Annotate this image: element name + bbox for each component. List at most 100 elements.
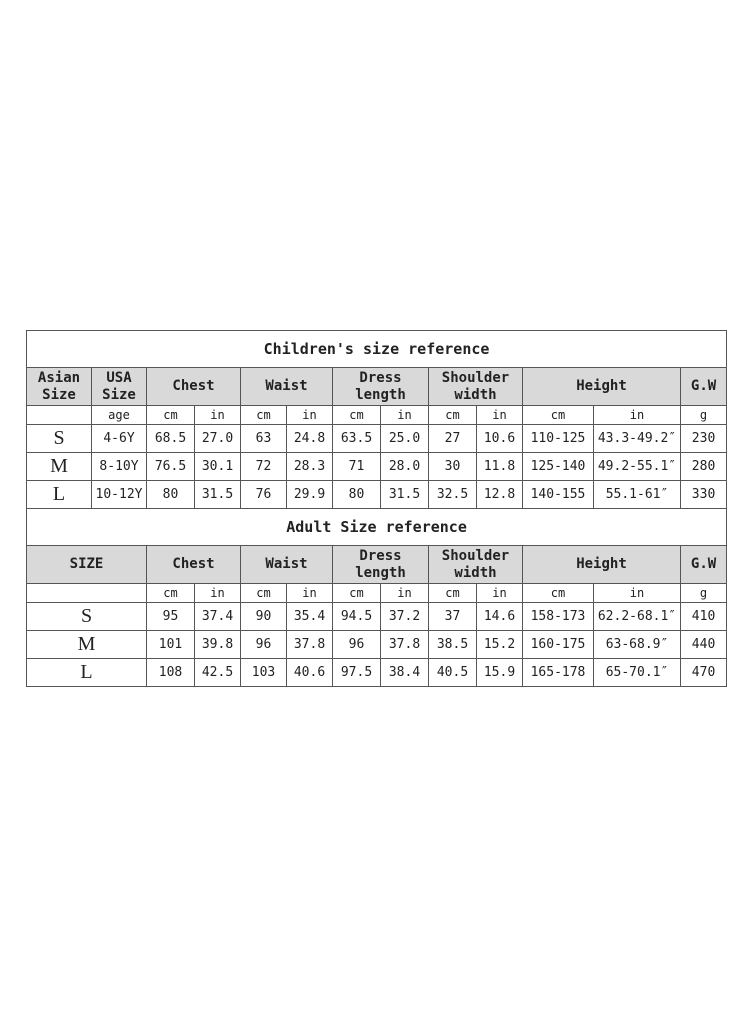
adult-table-title: Adult Size reference [25, 508, 728, 546]
table-cell: S [26, 602, 147, 631]
table-cell: 76 [240, 480, 287, 509]
table-cell: 10.6 [476, 424, 523, 453]
table-cell: 37 [428, 602, 477, 631]
table-cell: M [26, 630, 147, 659]
table-cell: cm [240, 405, 287, 425]
table-cell: in [194, 583, 241, 603]
table-cell: 330 [679, 480, 728, 509]
table-cell: 63-68.9″ [593, 630, 681, 659]
table-cell: cm [332, 405, 381, 425]
table-cell: 140-155 [522, 480, 594, 509]
table-cell: 29.9 [286, 480, 333, 509]
children-size-row: L 10-12Y 80 31.5 76 29.9 80 31.5 32.5 12.8 140-155… [26, 480, 728, 509]
table-cell: 97.5 [332, 658, 381, 687]
table-cell: 230 [679, 424, 728, 453]
table-cell: in [286, 583, 333, 603]
table-cell: 94.5 [332, 602, 381, 631]
table-cell: Chest [146, 367, 241, 406]
table-cell: 24.8 [286, 424, 333, 453]
table-cell: 76.5 [146, 452, 195, 481]
table-cell: 80 [332, 480, 381, 509]
table-cell: 37.8 [380, 630, 429, 659]
table-cell: 15.2 [476, 630, 523, 659]
table-cell: Dress length [332, 367, 429, 406]
table-cell: 12.8 [476, 480, 523, 509]
table-cell: 37.4 [194, 602, 241, 631]
table-cell: in [593, 405, 681, 425]
table-cell [26, 583, 147, 603]
table-cell: 95 [146, 602, 195, 631]
table-cell: M [26, 452, 92, 481]
table-cell: 96 [332, 630, 381, 659]
table-cell: 30 [428, 452, 477, 481]
table-cell [26, 405, 92, 425]
table-cell: Asian Size [26, 367, 92, 406]
table-cell: USA Size [91, 367, 147, 406]
children-unit-row: age cm in cm in cm in cm in cm in g [26, 405, 728, 425]
table-cell: 55.1-61″ [593, 480, 681, 509]
table-cell: g [679, 405, 728, 425]
table-cell: 27.0 [194, 424, 241, 453]
table-cell: in [380, 583, 429, 603]
adult-title-row: Adult Size reference [25, 508, 728, 546]
table-cell: 37.2 [380, 602, 429, 631]
table-cell: 160-175 [522, 630, 594, 659]
table-cell: 90 [240, 602, 287, 631]
table-cell: age [91, 405, 147, 425]
table-cell: 42.5 [194, 658, 241, 687]
table-cell: 63.5 [332, 424, 381, 453]
table-cell: 38.5 [428, 630, 477, 659]
table-cell: 470 [679, 658, 728, 687]
table-cell: Shoulder width [428, 545, 523, 584]
table-cell: cm [146, 583, 195, 603]
children-size-row: S 4-6Y 68.5 27.0 63 24.8 63.5 25.0 27 10.6 110-125… [26, 424, 728, 453]
table-cell: 27 [428, 424, 477, 453]
table-cell: cm [522, 405, 594, 425]
adult-size-row: S 95 37.4 90 35.4 94.5 37.2 37 14.6 158-173 62.2-6… [26, 602, 728, 631]
table-cell: in [380, 405, 429, 425]
table-cell: 440 [679, 630, 728, 659]
table-cell: 280 [679, 452, 728, 481]
table-cell: 32.5 [428, 480, 477, 509]
table-cell: G.W [679, 367, 728, 406]
table-cell: 40.6 [286, 658, 333, 687]
table-cell: 8-10Y [91, 452, 147, 481]
children-header-row: Asian Size USA Size Chest Waist Dress length… [26, 367, 728, 406]
table-cell: 410 [679, 602, 728, 631]
table-cell: 125-140 [522, 452, 594, 481]
table-cell: cm [146, 405, 195, 425]
table-cell: Height [522, 545, 681, 584]
table-cell: cm [428, 583, 477, 603]
table-cell: 28.3 [286, 452, 333, 481]
table-cell: 35.4 [286, 602, 333, 631]
table-cell: 30.1 [194, 452, 241, 481]
table-cell: 65-70.1″ [593, 658, 681, 687]
table-cell: Waist [240, 545, 333, 584]
table-cell: 31.5 [380, 480, 429, 509]
table-cell: L [26, 480, 92, 509]
table-cell: g [679, 583, 728, 603]
table-cell: G.W [679, 545, 728, 584]
table-cell: 96 [240, 630, 287, 659]
table-cell: Chest [146, 545, 241, 584]
table-cell: S [26, 424, 92, 453]
adult-size-row: M 101 39.8 96 37.8 96 37.8 38.5 15.2 160-175 63-68… [26, 630, 728, 659]
table-cell: cm [428, 405, 477, 425]
table-cell: cm [332, 583, 381, 603]
adult-size-row: L 108 42.5 103 40.6 97.5 38.4 40.5 15.9 165-178 65… [26, 658, 728, 687]
table-cell: 10-12Y [91, 480, 147, 509]
table-cell: 4-6Y [91, 424, 147, 453]
children-table-title: Children's size reference [25, 330, 728, 368]
table-cell: Shoulder width [428, 367, 523, 406]
table-cell: in [593, 583, 681, 603]
table-cell: Height [522, 367, 681, 406]
table-cell: 28.0 [380, 452, 429, 481]
table-cell: Waist [240, 367, 333, 406]
table-cell: in [476, 583, 523, 603]
table-cell: 71 [332, 452, 381, 481]
table-cell: 63 [240, 424, 287, 453]
table-cell: cm [240, 583, 287, 603]
table-cell: 38.4 [380, 658, 429, 687]
table-cell: 25.0 [380, 424, 429, 453]
table-cell: 11.8 [476, 452, 523, 481]
